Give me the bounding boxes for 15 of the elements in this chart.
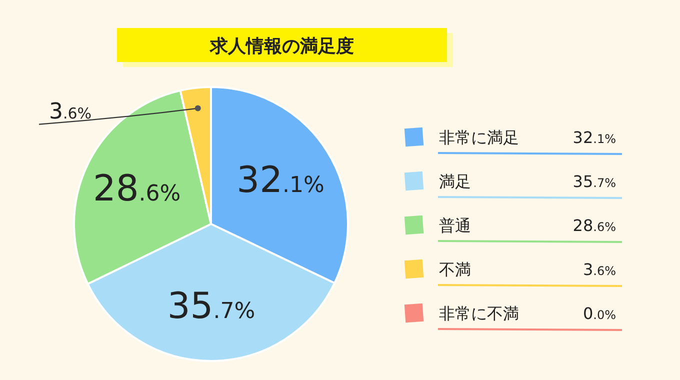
legend-label: 非常に不満 <box>439 304 519 323</box>
data-label: 28.6% <box>92 168 181 210</box>
legend-label: 非常に満足 <box>439 128 519 147</box>
legend-label: 満足 <box>439 172 471 191</box>
data-label: 32.1% <box>236 160 324 202</box>
text: 32.1% <box>572 128 616 147</box>
text: 35.7% <box>572 172 616 191</box>
text: 0.0% <box>582 304 616 323</box>
chart-title: 求人情報の満足度 <box>209 36 354 57</box>
text: 28.6% <box>572 216 616 235</box>
data-label: 3.6% <box>49 99 92 124</box>
legend-label: 普通 <box>439 216 471 235</box>
text: 3.6% <box>582 260 616 279</box>
legend-label: 不満 <box>439 260 471 279</box>
data-label: 35.7% <box>167 286 256 328</box>
